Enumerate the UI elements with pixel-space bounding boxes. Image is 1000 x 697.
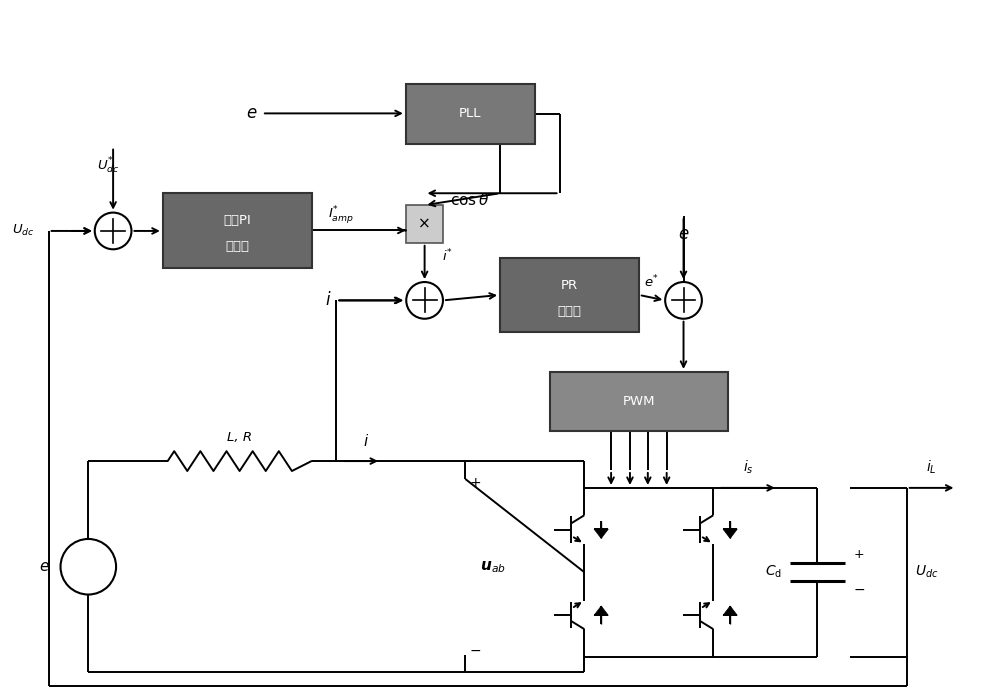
Text: −: − — [82, 574, 94, 588]
Text: 滑模PI: 滑模PI — [223, 214, 251, 227]
Text: $i$: $i$ — [325, 291, 331, 309]
Text: +: + — [426, 284, 437, 297]
Circle shape — [95, 213, 131, 250]
Text: +: + — [83, 546, 94, 560]
Text: 控制器: 控制器 — [557, 305, 581, 318]
Text: −: − — [682, 305, 693, 319]
Text: −: − — [405, 299, 417, 314]
Text: $I_{amp}^{*}$: $I_{amp}^{*}$ — [328, 204, 354, 226]
Text: $U_{dc}$: $U_{dc}$ — [915, 564, 938, 581]
Text: e: e — [678, 225, 689, 243]
Bar — [163, 193, 312, 268]
Text: $\boldsymbol{u}_{ab}$: $\boldsymbol{u}_{ab}$ — [480, 559, 506, 574]
Text: +: + — [113, 215, 123, 227]
Text: $e^{*}$: $e^{*}$ — [644, 274, 659, 291]
Text: ×: × — [418, 217, 431, 231]
Text: PLL: PLL — [459, 107, 481, 121]
Circle shape — [61, 539, 116, 595]
Polygon shape — [594, 606, 608, 615]
Text: $i^{*}$: $i^{*}$ — [442, 248, 453, 264]
Bar — [550, 372, 728, 431]
Text: L, R: L, R — [227, 431, 252, 444]
Text: +: + — [469, 476, 481, 490]
Polygon shape — [594, 529, 608, 539]
Text: +: + — [853, 548, 864, 561]
Polygon shape — [723, 529, 737, 539]
Circle shape — [406, 282, 443, 319]
Circle shape — [665, 282, 702, 319]
Text: $U_{dc}^{*}$: $U_{dc}^{*}$ — [97, 156, 119, 176]
Polygon shape — [723, 606, 737, 615]
Bar — [406, 205, 443, 243]
Text: −: − — [469, 643, 481, 657]
Text: e: e — [39, 559, 49, 574]
Text: $C_{\rm d}$: $C_{\rm d}$ — [765, 564, 782, 581]
Text: $U_{dc}$: $U_{dc}$ — [12, 224, 34, 238]
Text: e: e — [247, 105, 257, 123]
Text: −: − — [95, 234, 107, 248]
Text: −: − — [853, 583, 865, 597]
Text: 控制器: 控制器 — [225, 240, 249, 253]
Bar — [406, 84, 535, 144]
Text: $i_L$: $i_L$ — [926, 459, 937, 476]
Text: PWM: PWM — [623, 395, 655, 408]
Text: PR: PR — [561, 279, 578, 292]
Text: $\cos\theta$: $\cos\theta$ — [450, 192, 490, 208]
Text: $i_s$: $i_s$ — [743, 459, 753, 476]
Text: +: + — [685, 284, 696, 297]
Text: i: i — [364, 434, 368, 449]
Bar — [500, 258, 639, 332]
